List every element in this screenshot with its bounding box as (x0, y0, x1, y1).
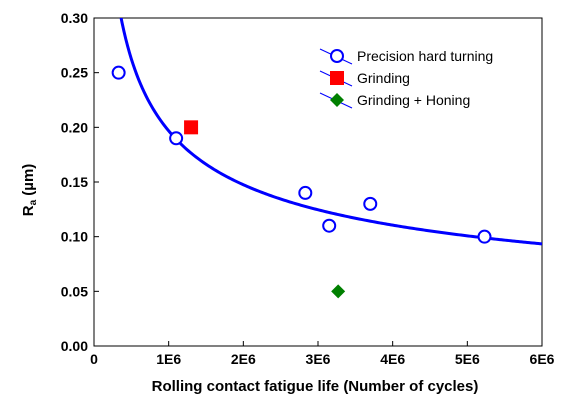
y-tick-label: 0.00 (61, 338, 88, 354)
x-axis-title: Rolling contact fatigue life (Number of … (152, 378, 479, 395)
legend: Precision hard turning Grinding Grinding +… (319, 48, 493, 109)
y-tick-label: 0.30 (61, 10, 88, 26)
fit-curve (119, 18, 542, 246)
fit-curve-layer (119, 18, 542, 246)
data-point-series-0 (477, 229, 492, 244)
plot-border (93, 17, 543, 347)
data-point-series-0 (363, 196, 378, 211)
data-point-series-0 (111, 65, 126, 80)
x-tick-label: 2E6 (231, 351, 256, 367)
legend-label: Precision hard turning (357, 48, 493, 64)
y-tick-label: 0.25 (61, 65, 88, 81)
axis-ticks-layer: 0 1E6 2E6 3E6 4E6 5E6 6E6 0.00 0.05 0.10 0.15 0.20 0… (61, 10, 555, 367)
data-point-series-0 (169, 131, 184, 146)
y-tick-label: 0.05 (61, 283, 88, 299)
legend-label: Grinding (357, 70, 410, 86)
legend-marker (330, 71, 344, 85)
data-point-series-1 (184, 120, 199, 135)
x-tick-label: 3E6 (306, 351, 331, 367)
data-points-layer (111, 65, 492, 299)
y-tick-label: 0.15 (61, 174, 88, 190)
y-axis-title-unit: (µm) (20, 164, 37, 200)
plot-frame (93, 17, 543, 347)
y-tick-label: 0.20 (61, 119, 88, 135)
legend-marker (330, 49, 344, 63)
legend-marker (330, 93, 344, 107)
y-axis-title-main: R (20, 205, 37, 216)
y-tick-label: 0.10 (61, 229, 88, 245)
data-point-series-0 (298, 185, 313, 200)
x-tick-label: 6E6 (530, 351, 555, 367)
x-tick-label: 5E6 (455, 351, 480, 367)
y-axis-title-subscript: a (28, 199, 39, 205)
data-point-series-0 (322, 218, 337, 233)
x-tick-label: 1E6 (156, 351, 181, 367)
data-point-series-2 (331, 284, 346, 299)
x-tick-label: 0 (90, 351, 98, 367)
y-axis-title: Ra (µm) (20, 164, 39, 217)
legend-label: Grinding + Honing (357, 92, 470, 108)
x-tick-label: 4E6 (380, 351, 405, 367)
